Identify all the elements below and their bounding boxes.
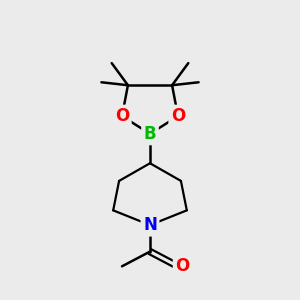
Text: O: O <box>175 257 190 275</box>
Text: N: N <box>143 216 157 234</box>
Text: B: B <box>144 125 156 143</box>
Text: O: O <box>115 107 129 125</box>
Text: O: O <box>171 107 185 125</box>
